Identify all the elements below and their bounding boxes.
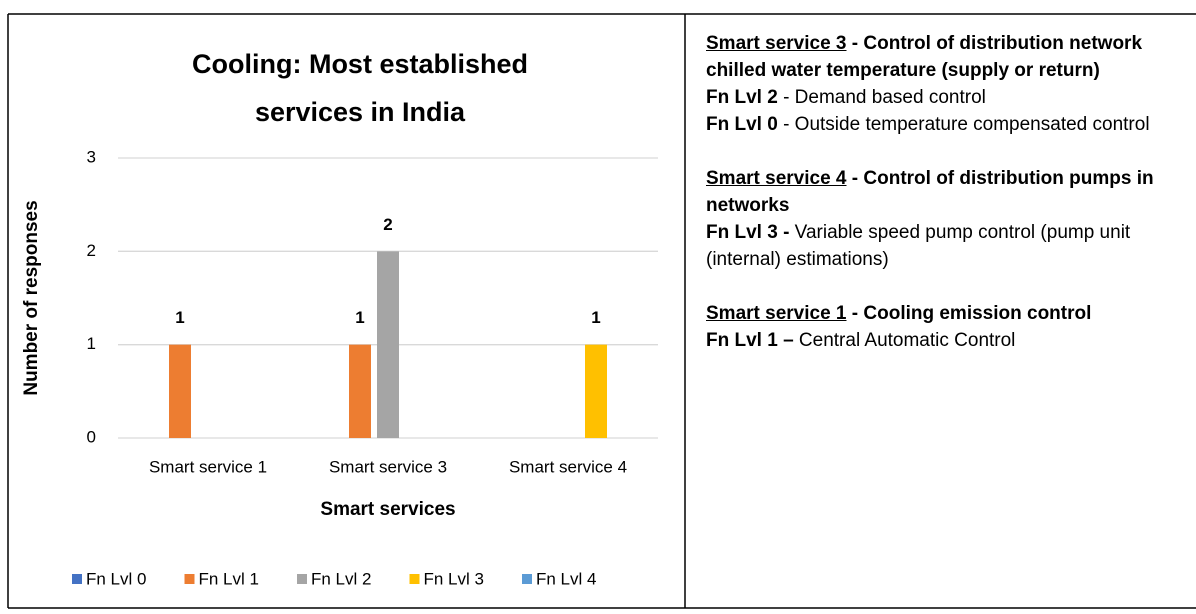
- x-tick-label: Smart service 3: [329, 457, 447, 476]
- service-description: - Control of distribution network chille…: [706, 33, 1143, 81]
- data-label: 2: [383, 215, 392, 234]
- legend-swatch: [297, 574, 307, 584]
- bar: [585, 344, 607, 438]
- legend-swatch: [72, 574, 82, 584]
- text-panel: Smart service 3 - Control of distributio…: [706, 30, 1176, 381]
- service-description: - Cooling emission control: [846, 303, 1092, 324]
- y-tick-label: 2: [87, 241, 96, 260]
- chart-title: Cooling: Most established services in In…: [191, 49, 528, 127]
- service-block: Smart service 3 - Control of distributio…: [706, 30, 1176, 138]
- y-tick-label: 3: [87, 147, 96, 166]
- x-tick-label: Smart service 4: [509, 457, 627, 476]
- legend-label: Fn Lvl 1: [199, 569, 259, 588]
- level-line: Fn Lvl 2 - Demand based control: [706, 84, 1176, 111]
- y-tick-label: 0: [87, 427, 96, 446]
- service-name: Smart service 1: [706, 303, 847, 324]
- data-label: 1: [591, 308, 600, 327]
- level-text: - Outside temperature compensated contro…: [777, 114, 1150, 135]
- service-block: Smart service 4 - Control of distributio…: [706, 165, 1176, 273]
- level-line: Fn Lvl 3 - Variable speed pump control (…: [706, 219, 1176, 273]
- legend-label: Fn Lvl 4: [536, 569, 596, 588]
- x-axis-title: Smart services: [320, 499, 455, 520]
- service-description: - Control of distribution pumps in netwo…: [706, 168, 1154, 216]
- bar: [169, 344, 191, 438]
- x-tick-label: Smart service 1: [149, 457, 267, 476]
- level-line: Fn Lvl 1 – Central Automatic Control: [706, 327, 1176, 354]
- level-name: Fn Lvl 3 -: [706, 222, 790, 243]
- bar: [349, 344, 371, 438]
- data-label: 1: [175, 308, 184, 327]
- level-text: Variable speed pump control (pump unit (…: [706, 222, 1131, 270]
- data-label: 1: [355, 308, 364, 327]
- service-name: Smart service 4: [706, 168, 847, 189]
- service-heading: Smart service 3 - Control of distributio…: [706, 30, 1176, 84]
- y-axis-title: Number of responses: [21, 200, 42, 395]
- level-line: Fn Lvl 0 - Outside temperature compensat…: [706, 111, 1176, 138]
- y-tick-label: 1: [87, 334, 96, 353]
- service-heading: Smart service 1 - Cooling emission contr…: [706, 300, 1176, 327]
- level-name: Fn Lvl 0: [706, 114, 778, 135]
- level-text: Central Automatic Control: [793, 330, 1016, 351]
- level-name: Fn Lvl 1 –: [706, 330, 794, 351]
- service-heading: Smart service 4 - Control of distributio…: [706, 165, 1176, 219]
- service-name: Smart service 3: [706, 33, 847, 54]
- legend-swatch: [409, 574, 420, 584]
- legend-swatch: [522, 574, 532, 584]
- bar: [377, 251, 399, 438]
- legend-label: Fn Lvl 2: [311, 569, 371, 588]
- legend-swatch: [184, 574, 195, 584]
- legend-label: Fn Lvl 3: [424, 569, 484, 588]
- level-name: Fn Lvl 2: [706, 87, 778, 108]
- level-text: - Demand based control: [777, 87, 986, 108]
- service-block: Smart service 1 - Cooling emission contr…: [706, 300, 1176, 354]
- legend-label: Fn Lvl 0: [86, 569, 146, 588]
